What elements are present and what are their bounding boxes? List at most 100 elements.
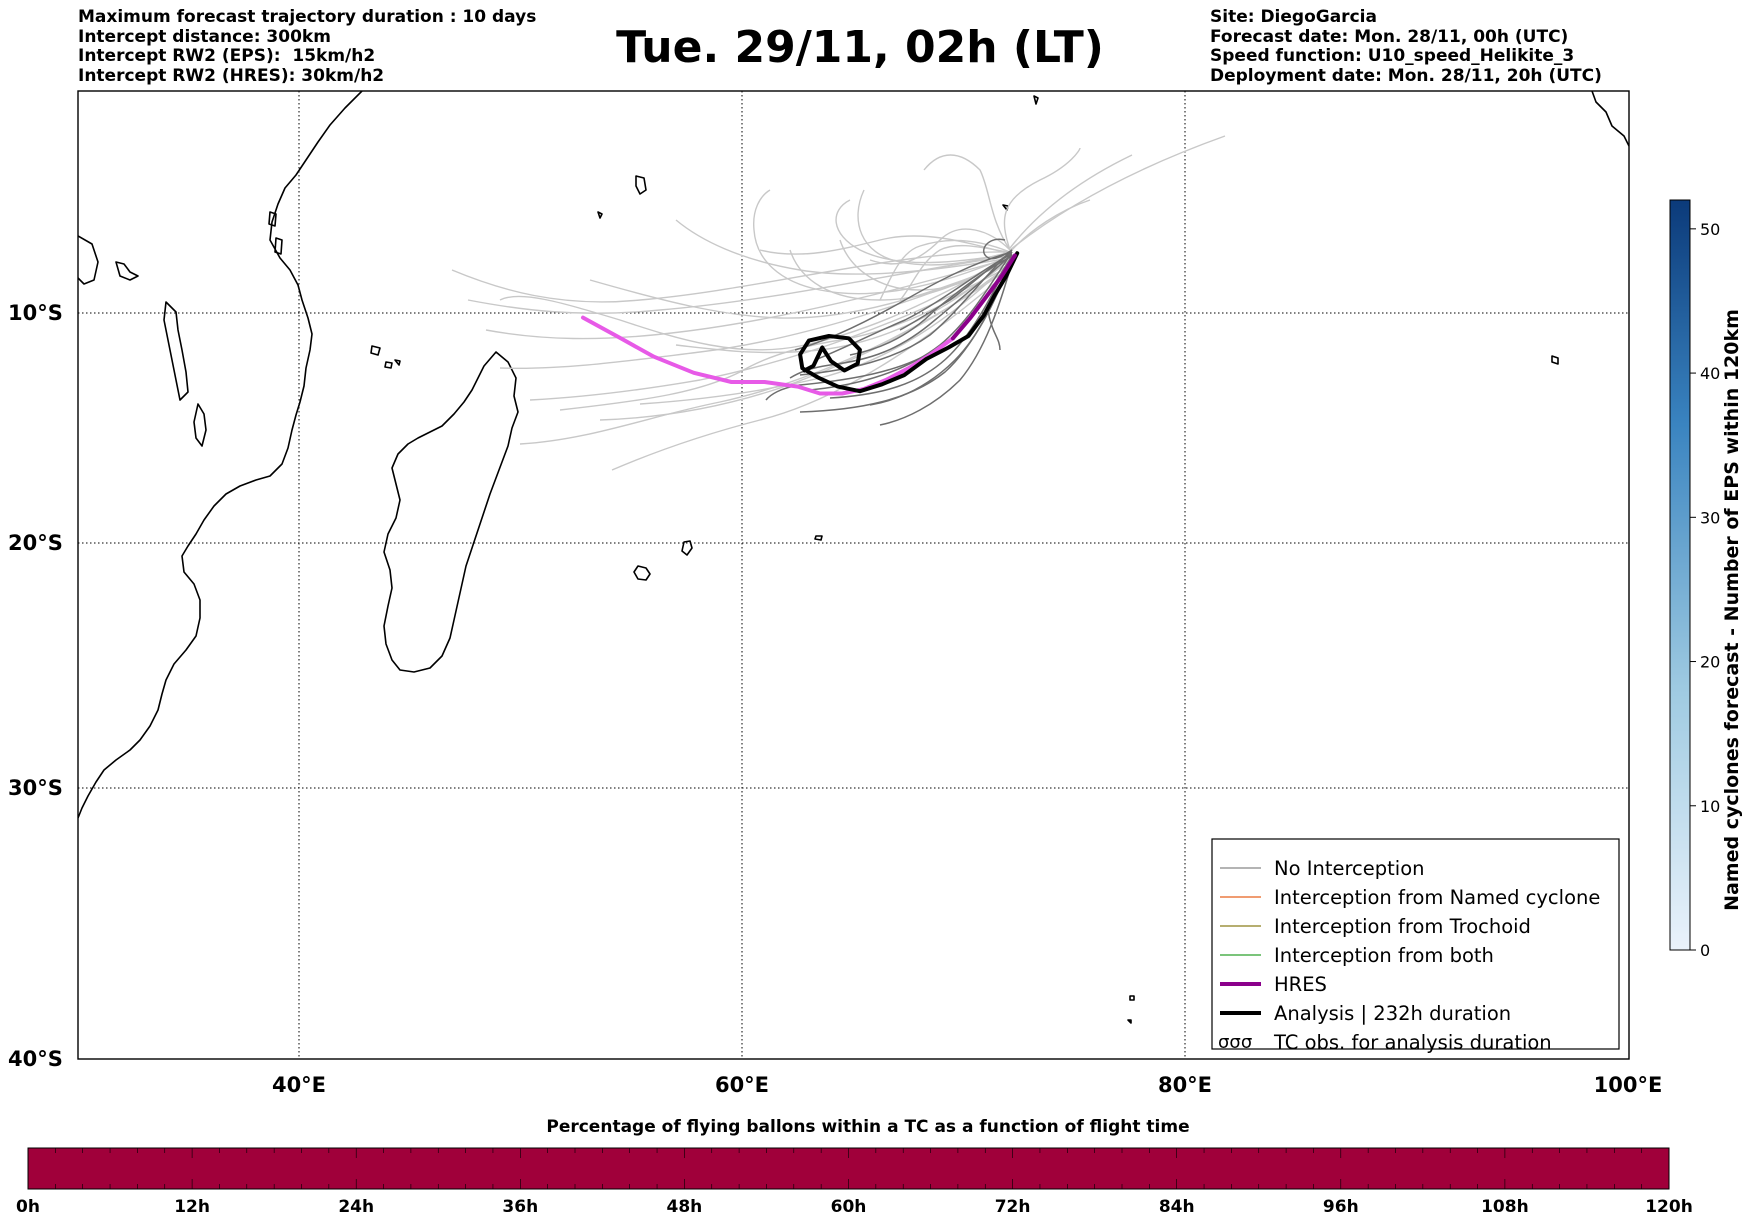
header-line-speed-function: Speed function: U10_speed_Helikite_3: [1210, 46, 1575, 66]
lat-label-10s: 10°S: [8, 301, 63, 325]
header-line-distance: Intercept distance: 300km: [78, 26, 331, 47]
legend-label: No Interception: [1274, 857, 1425, 880]
legend-item: Interception from Named cyclone: [1220, 886, 1600, 909]
amsterdam-island: [1129, 995, 1135, 1001]
eps-track: [1009, 199, 1091, 253]
lake-malawi: [193, 403, 207, 447]
sumatra-coast: [1591, 91, 1629, 147]
eps-track: [814, 253, 1013, 361]
colorbar-gradient: [1669, 199, 1691, 951]
lat-label-30s: 30°S: [8, 776, 63, 800]
legend-label: Analysis | 232h duration: [1274, 1002, 1511, 1025]
bottom-colorbar-title: Percentage of flying ballons within a TC…: [546, 1117, 1189, 1137]
header-line-rw2-hres: Intercept RW2 (HRES): 30km/h2: [78, 65, 385, 86]
lon-label-80e: 80°E: [1158, 1073, 1212, 1097]
header-line-duration: Maximum forecast trajectory duration : 1…: [78, 7, 537, 27]
colorbar-named-cyclones: 0 10 20 30 40 50 Named cyclones forecast - Nu…: [1669, 199, 1743, 960]
legend-label: Interception from Trochoid: [1274, 915, 1531, 938]
page-title: Tue. 29/11, 02h (LT): [616, 22, 1104, 73]
header-info-left: Maximum forecast trajectory duration : 1…: [78, 7, 537, 86]
madagascar-coastline: [383, 351, 519, 673]
reunion-island: [633, 565, 651, 581]
bottom-colorbar-tick-label: 60h: [831, 1197, 867, 1217]
eps-track: [794, 251, 1013, 351]
seychelles-islands: [635, 175, 647, 195]
legend-label: TC obs. for analysis duration: [1273, 1031, 1552, 1054]
cyclone-symbol-icon: σσσ: [1218, 1032, 1252, 1053]
eps-track: [611, 269, 1011, 471]
lake-victoria: [78, 235, 99, 285]
eps-track: [529, 265, 1011, 401]
eps-track: [759, 235, 1011, 255]
eps-trajectories-light: [451, 135, 1226, 471]
lake-tanganyika: [163, 301, 189, 401]
legend-item: σσσ TC obs. for analysis duration: [1218, 1031, 1552, 1054]
highlighted-tracks: [581, 251, 1020, 396]
eps-track: [899, 251, 1013, 331]
eps-track: [923, 154, 1011, 251]
zanzibar-island: [274, 237, 283, 255]
agalega-island: [597, 211, 603, 219]
legend-box: [1211, 838, 1620, 1050]
lon-label-60e: 60°E: [715, 1073, 769, 1097]
bottom-colorbar-tick-label: 36h: [502, 1197, 538, 1217]
eps-track: [753, 189, 1011, 295]
lon-label-100e: 100°E: [1594, 1073, 1663, 1097]
header-info-right: Site: DiegoGarcia Forecast date: Mon. 28…: [1210, 7, 1602, 86]
header-line-rw2-eps: Intercept RW2 (EPS): 15km/h2: [78, 46, 376, 66]
eps-track: [835, 199, 1011, 264]
hres-track-near-site: [950, 253, 1017, 341]
lon-axis-labels: 40°E 60°E 80°E 100°E: [272, 1073, 1662, 1097]
header-line-deployment-date: Deployment date: Mon. 28/11, 20h (UTC): [1210, 65, 1602, 86]
comoros-island-2: [384, 361, 393, 369]
eps-track: [809, 251, 1013, 391]
lon-label-40e: 40°E: [272, 1073, 326, 1097]
header-line-site: Site: DiegoGarcia: [1210, 7, 1377, 27]
legend-label: HRES: [1274, 973, 1327, 996]
eps-track: [675, 219, 1011, 275]
bottom-colorbar-tick-label: 12h: [174, 1197, 210, 1217]
lat-label-20s: 20°S: [8, 531, 63, 555]
lat-label-40s: 40°S: [8, 1047, 63, 1071]
comoros-island-3: [394, 359, 401, 366]
st-paul-island: [1127, 1019, 1132, 1024]
legend-label: Interception from both: [1274, 944, 1494, 967]
eps-track: [1009, 154, 1133, 249]
colorbar-tick-label: 10: [1700, 797, 1720, 816]
map-legend: No Interception Interception from Named c…: [1211, 838, 1620, 1054]
lat-axis-labels: 10°S 20°S 30°S 40°S: [8, 301, 63, 1071]
legend-item: No Interception: [1220, 857, 1425, 880]
header-line-forecast-date: Forecast date: Mon. 28/11, 00h (UTC): [1210, 26, 1569, 47]
colorbar-tick-label: 40: [1700, 364, 1720, 383]
colorbar-tick-label: 50: [1700, 220, 1720, 239]
colorbar-tick-label: 30: [1700, 508, 1720, 527]
coastlines: [78, 91, 1629, 1024]
legend-item: HRES: [1220, 973, 1327, 996]
bottom-colorbar-tick-label: 120h: [1645, 1197, 1693, 1217]
eps-track: [879, 261, 1013, 426]
comoros-island-1: [370, 345, 381, 356]
analysis-track: [798, 251, 1020, 394]
map-frame: [77, 90, 1630, 1060]
colorbar-tick-label: 20: [1700, 653, 1720, 672]
bottom-colorbar-tick-label: 48h: [667, 1197, 703, 1217]
mauritius-island: [681, 540, 693, 556]
colorbar-tick-label: 0: [1700, 941, 1710, 960]
bottom-colorbar-tick-label: 24h: [338, 1197, 374, 1217]
bottom-colorbar-tick-label: 72h: [995, 1197, 1031, 1217]
legend-item: Analysis | 232h duration: [1220, 1002, 1511, 1025]
rodrigues-island: [814, 535, 823, 541]
eps-track: [519, 267, 1011, 445]
eps-track: [559, 259, 1011, 411]
bottom-colorbar-tick-label: 84h: [1159, 1197, 1195, 1217]
eps-track: [1009, 135, 1226, 251]
colorbar-flight-time: Percentage of flying ballons within a TC…: [16, 1117, 1693, 1217]
maldives-island: [1033, 95, 1039, 105]
eps-track: [869, 228, 1011, 265]
eps-track: [899, 244, 1011, 301]
eps-track: [879, 239, 1011, 301]
bottom-colorbar-tick-label: 0h: [16, 1197, 40, 1217]
legend-item: Interception from Trochoid: [1220, 915, 1531, 938]
bottom-colorbar-tick-label: 96h: [1323, 1197, 1359, 1217]
legend-item: Interception from both: [1220, 944, 1494, 967]
